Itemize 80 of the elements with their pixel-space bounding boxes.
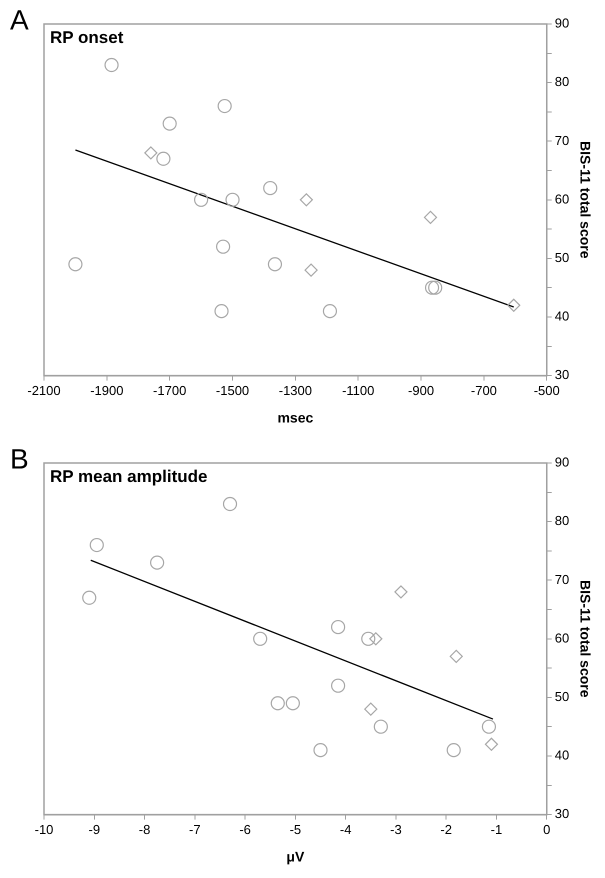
x-axis-title: msec [277, 409, 314, 426]
point [428, 280, 442, 295]
x-tick-label: -2 [440, 822, 452, 837]
point [222, 496, 238, 512]
x-axis-title: μV [286, 848, 305, 864]
point [331, 678, 346, 693]
y-tick-label: 50 [554, 250, 570, 265]
point [322, 304, 338, 318]
point [150, 556, 164, 570]
y-tick-label: 60 [554, 191, 570, 206]
text: B [10, 444, 29, 475]
y-tick-label: 30 [554, 367, 570, 382]
point [286, 696, 300, 710]
point [424, 280, 440, 295]
point [270, 696, 285, 710]
point [90, 538, 104, 552]
y-tick-label: 80 [554, 74, 570, 90]
point [104, 58, 119, 72]
point [218, 98, 232, 114]
point [374, 720, 388, 734]
x-tick-label: -2100 [27, 382, 61, 398]
point [82, 590, 96, 605]
x-tick-label: 0 [543, 822, 550, 837]
x-tick-label: -6 [239, 822, 251, 837]
point [253, 632, 268, 646]
point [369, 632, 382, 646]
point [216, 240, 230, 254]
y-tick-label: 50 [554, 688, 570, 704]
point [313, 743, 328, 758]
y-tick-label: 60 [554, 630, 570, 646]
point [225, 192, 240, 207]
point [68, 257, 83, 272]
y-axis-title: BIS-11 total score [578, 580, 594, 698]
x-tick-label: -500 [534, 382, 560, 398]
point [144, 146, 158, 160]
point [364, 702, 378, 716]
point [268, 257, 282, 272]
point [450, 650, 463, 663]
x-tick-label: -5 [290, 822, 302, 837]
y-tick-label: 80 [554, 513, 570, 528]
chart-title: RP mean amplitude [50, 467, 208, 486]
y-tick-label: 40 [554, 308, 570, 324]
point [361, 632, 376, 646]
point [507, 298, 520, 312]
x-tick-label: -700 [470, 382, 497, 398]
point [162, 116, 177, 131]
y-tick-label: 70 [554, 572, 570, 587]
x-tick-label: -4 [340, 822, 352, 837]
x-tick-label: -1700 [153, 382, 186, 398]
x-tick-label: -1500 [216, 382, 250, 398]
point [304, 264, 318, 277]
x-tick-label: -1900 [90, 382, 124, 398]
point [156, 152, 170, 166]
point [331, 620, 346, 634]
y-tick-label: 90 [554, 16, 570, 31]
point [214, 304, 229, 318]
point [300, 193, 313, 206]
point [484, 738, 498, 751]
y-tick-label: 30 [554, 806, 570, 822]
y-axis-title: BIS-11 total score [578, 141, 594, 259]
x-tick-label: -900 [408, 382, 434, 398]
point [482, 720, 496, 734]
y-tick-label: 90 [554, 454, 570, 470]
point [263, 180, 278, 196]
x-tick-label: -1 [490, 822, 502, 837]
x-tick-label: -10 [34, 822, 54, 837]
point [194, 192, 208, 207]
point [394, 585, 408, 599]
point [424, 210, 438, 224]
y-tick-label: 40 [554, 748, 570, 763]
x-tick-label: -1100 [342, 382, 374, 398]
x-tick-label: -8 [138, 822, 150, 837]
text: A [10, 4, 29, 36]
x-tick-label: -9 [88, 822, 100, 837]
y-tick-label: 70 [554, 132, 570, 148]
chart-title: RP onset [50, 28, 124, 48]
x-tick-label: -3 [390, 822, 402, 837]
x-tick-label: -1300 [278, 382, 312, 398]
point [446, 743, 461, 758]
x-tick-label: -7 [189, 822, 201, 837]
